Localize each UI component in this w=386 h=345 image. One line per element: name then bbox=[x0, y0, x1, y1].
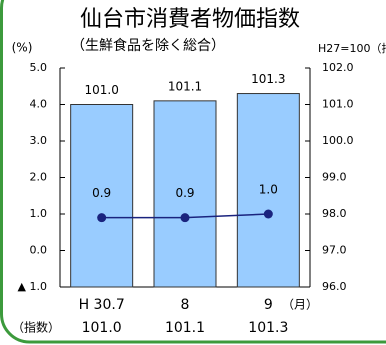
x-tick-label: 8 bbox=[181, 297, 190, 313]
x-tick-label: 9 bbox=[264, 297, 273, 313]
y-tick-label: 4.0 bbox=[30, 98, 48, 111]
bar-value-label: 101.1 bbox=[168, 79, 202, 93]
y2-axis-label: H27=100（指数） bbox=[318, 41, 386, 55]
x-unit: （月） bbox=[282, 298, 318, 312]
line-marker bbox=[263, 209, 273, 219]
y2-tick-label: 99.0 bbox=[322, 171, 347, 184]
y-tick-label: 3.0 bbox=[30, 134, 48, 147]
y2-tick-label: 100.0 bbox=[322, 134, 354, 147]
table-label: （指数） bbox=[12, 320, 60, 335]
table-value: 101.3 bbox=[248, 320, 288, 336]
y-tick-label: 5.0 bbox=[30, 61, 48, 74]
y-tick-label: ▲ 1.0 bbox=[18, 280, 47, 293]
line-value-label: 1.0 bbox=[259, 183, 278, 197]
bar-value-label: 101.0 bbox=[84, 83, 118, 97]
chart-title: 仙台市消費者物価指数 bbox=[80, 7, 300, 32]
y-tick-label: 2.0 bbox=[30, 171, 48, 184]
y2-tick-label: 102.0 bbox=[322, 61, 354, 74]
line-value-label: 0.9 bbox=[92, 186, 111, 200]
line-marker bbox=[97, 213, 107, 223]
y-axis-label: (%) bbox=[12, 41, 33, 55]
line-value-label: 0.9 bbox=[175, 186, 194, 200]
line-marker bbox=[180, 213, 190, 223]
y2-tick-label: 101.0 bbox=[322, 98, 354, 111]
bar-value-label: 101.3 bbox=[251, 72, 285, 86]
bar bbox=[236, 93, 300, 288]
table-value: 101.1 bbox=[165, 320, 205, 336]
x-tick-label: H 30.7 bbox=[79, 297, 125, 313]
bar bbox=[153, 100, 217, 288]
y-tick-label: 1.0 bbox=[30, 207, 48, 220]
y-tick-label: 0.0 bbox=[30, 244, 48, 257]
bar bbox=[70, 104, 134, 288]
y2-tick-label: 97.0 bbox=[322, 244, 347, 257]
chart-subtitle: （生鮮食品を除く総合） bbox=[71, 37, 225, 54]
y2-tick-label: 98.0 bbox=[322, 207, 347, 220]
table-value: 101.0 bbox=[82, 320, 122, 336]
y2-tick-label: 96.0 bbox=[322, 280, 347, 293]
